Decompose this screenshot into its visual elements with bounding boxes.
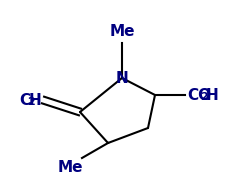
- Text: 2: 2: [200, 92, 208, 102]
- Text: 2: 2: [27, 97, 35, 107]
- Text: H: H: [206, 88, 219, 102]
- Text: H: H: [28, 93, 41, 108]
- Text: N: N: [116, 70, 128, 85]
- Text: CO: CO: [187, 88, 211, 102]
- Text: C: C: [19, 93, 30, 108]
- Text: Me: Me: [109, 24, 135, 39]
- Text: Me: Me: [57, 160, 83, 175]
